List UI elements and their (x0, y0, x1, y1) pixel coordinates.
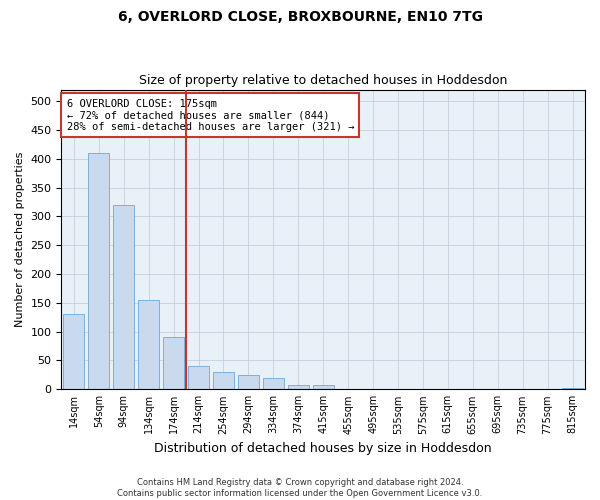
Bar (562, 388, 583, 390)
Text: 6 OVERLORD CLOSE: 175sqm
← 72% of detached houses are smaller (844)
28% of semi-: 6 OVERLORD CLOSE: 175sqm ← 72% of detach… (67, 98, 354, 132)
Bar (63, 314, 85, 390)
Bar (287, 384, 309, 390)
Bar (163, 338, 184, 390)
Text: 6, OVERLORD CLOSE, BROXBOURNE, EN10 7TG: 6, OVERLORD CLOSE, BROXBOURNE, EN10 7TG (118, 10, 482, 24)
Y-axis label: Number of detached properties: Number of detached properties (15, 152, 25, 327)
Bar (188, 366, 209, 390)
Bar (113, 205, 134, 390)
Bar (138, 300, 159, 390)
Bar (263, 378, 284, 390)
Text: Contains HM Land Registry data © Crown copyright and database right 2024.
Contai: Contains HM Land Registry data © Crown c… (118, 478, 482, 498)
Bar (213, 372, 234, 390)
X-axis label: Distribution of detached houses by size in Hoddesdon: Distribution of detached houses by size … (154, 442, 492, 455)
Title: Size of property relative to detached houses in Hoddesdon: Size of property relative to detached ho… (139, 74, 508, 87)
Bar (238, 375, 259, 390)
Bar (88, 153, 109, 390)
Bar (313, 384, 334, 390)
